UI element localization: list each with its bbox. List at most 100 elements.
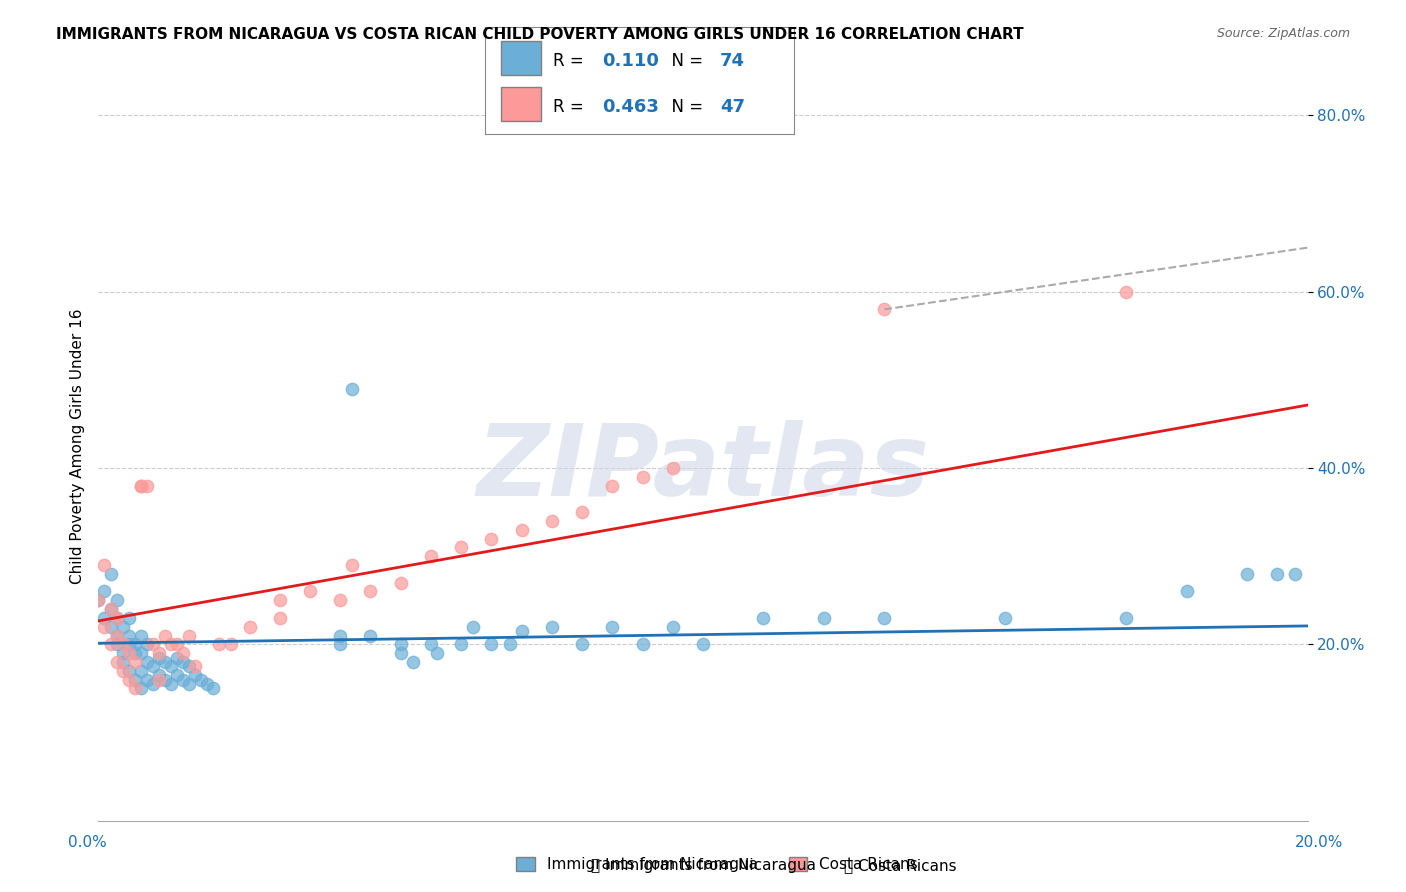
Point [269, 611, 291, 625]
Point [540, 620, 562, 634]
Point [93, 584, 115, 599]
Point [402, 655, 425, 669]
Point [118, 611, 141, 625]
Point [111, 620, 134, 634]
FancyBboxPatch shape [501, 41, 541, 75]
Point [87, 593, 110, 607]
Point [389, 575, 412, 590]
Point [172, 646, 194, 660]
Point [426, 646, 449, 660]
Point [184, 668, 207, 682]
Point [172, 655, 194, 669]
Point [1115, 285, 1137, 299]
Point [1175, 584, 1198, 599]
FancyBboxPatch shape [501, 87, 541, 121]
Point [510, 523, 533, 537]
Text: 0.0%: 0.0% [67, 836, 107, 850]
Point [124, 673, 146, 687]
Point [481, 637, 503, 651]
Point [118, 637, 141, 651]
Point [420, 549, 443, 564]
Point [160, 677, 183, 691]
Point [450, 637, 472, 651]
Point [389, 646, 412, 660]
Point [190, 673, 212, 687]
Point [360, 628, 382, 642]
Point [135, 673, 157, 687]
Point [148, 646, 170, 660]
Point [118, 646, 141, 660]
Point [105, 655, 128, 669]
Point [994, 611, 1017, 625]
Point [105, 637, 128, 651]
Point [571, 637, 593, 651]
Point [571, 505, 593, 519]
Point [184, 659, 207, 673]
Text: 20.0%: 20.0% [1295, 836, 1343, 850]
Text: ZIPatlas: ZIPatlas [477, 420, 929, 517]
Point [661, 620, 683, 634]
Point [100, 602, 122, 616]
Text: R =: R = [553, 98, 589, 116]
Point [118, 673, 141, 687]
Text: 47: 47 [720, 98, 745, 116]
Point [124, 681, 146, 696]
Point [510, 624, 533, 639]
Point [1284, 566, 1306, 581]
Point [873, 611, 896, 625]
Point [93, 620, 115, 634]
Text: ⬛ Immigrants from Nicaragua: ⬛ Immigrants from Nicaragua [591, 858, 815, 872]
Point [124, 655, 146, 669]
Point [105, 611, 128, 625]
Point [602, 478, 624, 492]
Point [166, 668, 188, 682]
Text: N =: N = [661, 52, 709, 70]
Point [481, 532, 503, 546]
Text: ⬛ Costa Ricans: ⬛ Costa Ricans [844, 858, 956, 872]
Point [160, 637, 183, 651]
Text: R =: R = [553, 52, 589, 70]
Point [342, 382, 364, 396]
Point [153, 673, 176, 687]
Point [129, 681, 152, 696]
Point [329, 628, 352, 642]
Point [360, 584, 382, 599]
Point [1115, 611, 1137, 625]
Legend: Immigrants from Nicaragua, Costa Ricans: Immigrants from Nicaragua, Costa Ricans [510, 851, 924, 879]
Point [129, 628, 152, 642]
Point [153, 655, 176, 669]
Point [208, 637, 231, 651]
Point [299, 584, 322, 599]
Point [100, 637, 122, 651]
Text: 0.463: 0.463 [603, 98, 659, 116]
Point [93, 611, 115, 625]
Point [129, 478, 152, 492]
Point [142, 677, 165, 691]
Point [202, 681, 225, 696]
Point [195, 677, 218, 691]
Point [105, 611, 128, 625]
Point [498, 637, 520, 651]
Point [1267, 566, 1289, 581]
Text: N =: N = [661, 98, 709, 116]
Point [111, 646, 134, 660]
Point [148, 673, 170, 687]
Point [135, 655, 157, 669]
Point [129, 646, 152, 660]
Point [873, 302, 896, 317]
Point [87, 593, 110, 607]
Point [93, 558, 115, 572]
Text: Source: ZipAtlas.com: Source: ZipAtlas.com [1216, 27, 1350, 40]
Point [148, 668, 170, 682]
Point [111, 664, 134, 678]
Point [100, 620, 122, 634]
Point [389, 637, 412, 651]
Point [752, 611, 775, 625]
Point [179, 659, 201, 673]
Point [172, 673, 194, 687]
Point [329, 593, 352, 607]
Point [129, 478, 152, 492]
Point [239, 620, 262, 634]
Point [100, 566, 122, 581]
Point [105, 628, 128, 642]
